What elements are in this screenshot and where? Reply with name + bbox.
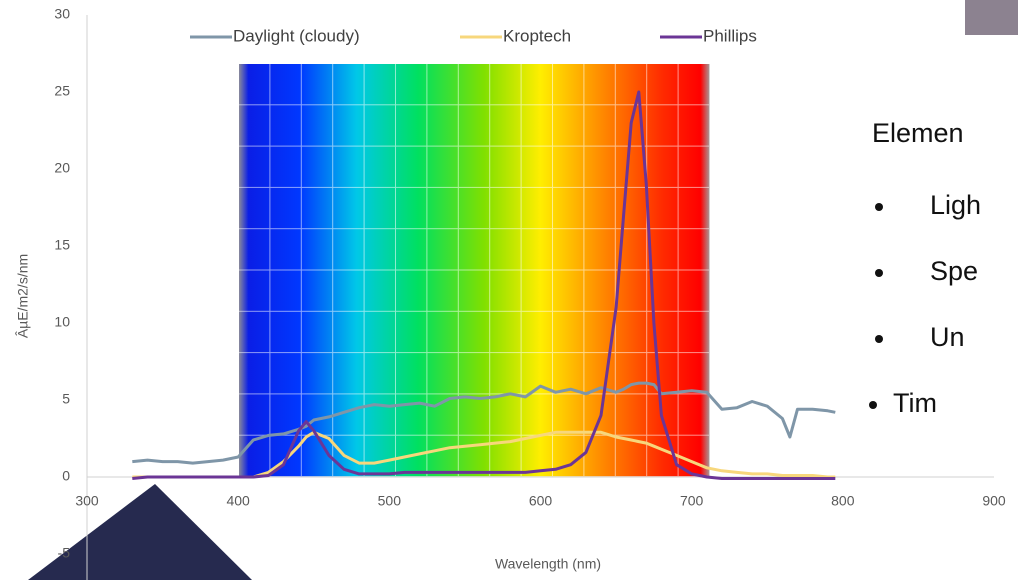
x-tick-label: 600 <box>529 493 553 509</box>
decor-box <box>965 0 1018 35</box>
bullet-dot <box>875 335 883 343</box>
spectrum-grid <box>239 64 710 477</box>
y-tick-label: 0 <box>62 468 70 484</box>
y-axis-title: ÂµE/m2/s/nm <box>15 254 31 338</box>
slide-heading: Elemen <box>872 118 964 148</box>
x-tick-label: 500 <box>378 493 402 509</box>
bullet-dot <box>869 401 877 409</box>
bullet-dot <box>875 269 883 277</box>
bullet-text: Un <box>930 322 965 352</box>
bullet-text: Tim <box>893 388 937 418</box>
y-tick-label: 20 <box>54 160 70 176</box>
y-tick-label: 30 <box>54 6 70 22</box>
bullet-text: Ligh <box>930 190 981 220</box>
y-tick-label: -5 <box>58 545 71 561</box>
decor-triangle <box>28 484 252 580</box>
legend-label: Daylight (cloudy) <box>233 26 360 45</box>
slide: Wavelength (nm) ÂµE/m2/s/nm Elemen -5 0 5 1… <box>0 0 1018 580</box>
x-axis-title: Wavelength (nm) <box>495 556 601 572</box>
x-tick-label: 300 <box>75 493 99 509</box>
x-tick-label: 400 <box>226 493 250 509</box>
page: {"chart_data": {"type": "line", "x": [33… <box>0 0 1018 580</box>
legend-label: Phillips <box>703 26 757 45</box>
bullet-dot <box>875 203 883 211</box>
y-tick-label: 5 <box>62 391 70 407</box>
y-tick-label: 10 <box>54 314 70 330</box>
y-tick-label: 25 <box>54 83 70 99</box>
legend-label: Kroptech <box>503 26 571 45</box>
bullet-text: Spe <box>930 256 978 286</box>
y-tick-label: 15 <box>54 237 70 253</box>
x-tick-label: 900 <box>982 493 1006 509</box>
x-tick-label: 800 <box>831 493 855 509</box>
x-tick-label: 700 <box>680 493 704 509</box>
